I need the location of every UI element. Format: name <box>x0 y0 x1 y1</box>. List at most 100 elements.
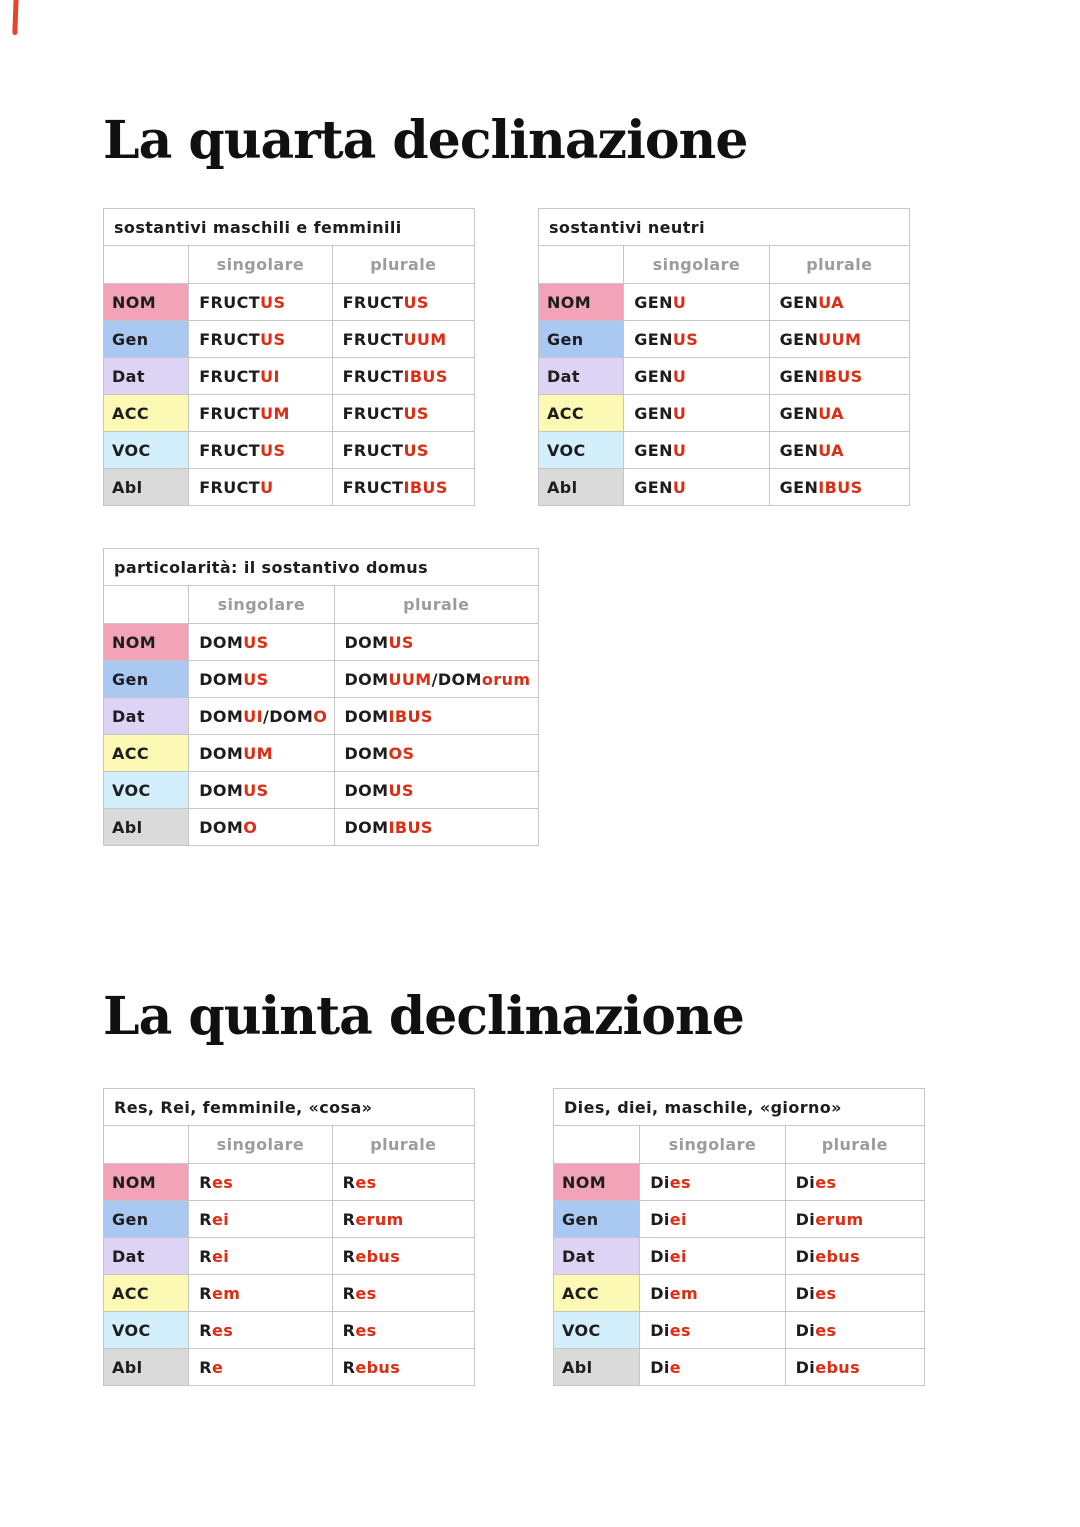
column-header-row: singolare plurale <box>102 1125 476 1164</box>
stem-text: Di <box>650 1246 670 1266</box>
table-sostantivi-maschili-femminili: sostantivi maschili e femminili singolare… <box>102 208 476 506</box>
ending-text: erum <box>355 1209 404 1229</box>
ending-text: O <box>313 706 328 726</box>
plural-cell: DOMUS <box>333 771 539 809</box>
ending-text: UI <box>260 366 280 386</box>
stem-text: Di <box>795 1283 816 1303</box>
table-row: Gen Rei Rerum <box>102 1200 476 1238</box>
stem-text: DOM <box>437 669 482 689</box>
ending-text: es <box>815 1283 837 1303</box>
singular-cell: DOMUM <box>188 734 335 772</box>
column-header-singolare: singolare <box>188 245 333 284</box>
ending-text: ei <box>211 1209 230 1229</box>
plural-cell: FRUCTUUM <box>331 320 476 358</box>
ending-text: erum <box>815 1209 864 1229</box>
case-label-nom: NOM <box>552 1163 641 1201</box>
ending-text: U <box>672 292 687 312</box>
case-label-gen: Gen <box>552 1200 641 1238</box>
singular-cell: Diei <box>639 1200 786 1238</box>
case-label-voc: VOC <box>102 431 190 469</box>
case-label-gen: Gen <box>537 320 625 358</box>
stem-text: Di <box>650 1357 670 1377</box>
table-title: Res, Rei, femminile, «cosa» <box>103 1088 475 1126</box>
ending-text: US <box>403 292 429 312</box>
plural-cell: Res <box>331 1163 476 1201</box>
stem-text: GEN <box>634 292 673 312</box>
case-label-dat: Dat <box>102 697 190 735</box>
singular-cell: GENU <box>623 357 770 395</box>
table-row: ACC DOMUM DOMOS <box>102 734 539 772</box>
singular-cell: GENU <box>623 431 770 469</box>
stem-text: FRUCT <box>199 403 261 423</box>
singular-cell: FRUCTUS <box>188 431 333 469</box>
ending-text: U <box>672 440 687 460</box>
corner-cell <box>102 1125 190 1164</box>
corner-cell <box>537 245 625 284</box>
plural-cell: FRUCTIBUS <box>331 357 476 395</box>
red-pen-mark <box>12 0 19 36</box>
singular-cell: GENUS <box>623 320 770 358</box>
ending-text: es <box>355 1320 377 1340</box>
stem-text: DOM <box>344 780 389 800</box>
table-row: VOC Res Res <box>102 1311 476 1349</box>
table-row: NOM Res Res <box>102 1163 476 1201</box>
table-row: NOM DOMUS DOMUS <box>102 623 539 661</box>
singular-cell: DOMUS <box>188 623 335 661</box>
singular-cell: GENU <box>623 468 770 506</box>
ending-text: OS <box>388 743 415 763</box>
ending-text: US <box>260 440 286 460</box>
singular-cell: DOMUI/DOMO <box>188 697 335 735</box>
table-sostantivi-neutri: sostantivi neutri singolare plurale NOM GENU… <box>537 208 911 506</box>
singular-cell: FRUCTUS <box>188 320 333 358</box>
section-title-quinta-declinazione: La quinta declinazione <box>103 986 745 1047</box>
case-label-abl: Abl <box>552 1348 641 1386</box>
stem-text: DOM <box>344 817 389 837</box>
stem-text: FRUCT <box>199 477 261 497</box>
table-row: Dat FRUCTUI FRUCTIBUS <box>102 357 476 395</box>
ending-text: es <box>355 1172 377 1192</box>
column-header-singolare: singolare <box>188 585 335 624</box>
ending-text: UUM <box>388 669 432 689</box>
case-label-dat: Dat <box>537 357 625 395</box>
table-row: ACC Rem Res <box>102 1274 476 1312</box>
table-row: Gen FRUCTUS FRUCTUUM <box>102 320 476 358</box>
table-title-row: sostantivi neutri <box>538 208 910 246</box>
case-label-gen: Gen <box>102 1200 190 1238</box>
singular-cell: Rem <box>188 1274 333 1312</box>
stem-text: FRUCT <box>199 440 261 460</box>
ending-text: es <box>211 1172 234 1192</box>
ending-text: es <box>355 1283 377 1303</box>
stem-text: Di <box>650 1209 670 1229</box>
ending-text: es <box>211 1320 234 1340</box>
stem-text: FRUCT <box>342 440 404 460</box>
plural-cell: Res <box>331 1274 476 1312</box>
table-row: VOC Dies Dies <box>552 1311 926 1349</box>
singular-cell: DOMO <box>188 808 335 846</box>
ending-text: IBUS <box>818 366 863 386</box>
column-header-singolare: singolare <box>188 1125 333 1164</box>
table-row: Dat Diei Diebus <box>552 1237 926 1275</box>
ending-text: ebus <box>815 1357 861 1377</box>
stem-text: DOM <box>199 780 244 800</box>
table-title: sostantivi maschili e femminili <box>103 208 475 246</box>
plural-cell: GENUA <box>768 431 911 469</box>
ending-text: US <box>672 329 699 349</box>
column-header-plurale: plurale <box>768 245 911 284</box>
stem-text: R <box>199 1283 212 1303</box>
singular-cell: Diem <box>639 1274 786 1312</box>
case-label-acc: ACC <box>102 394 190 432</box>
stem-text: GEN <box>634 477 673 497</box>
table-row: ACC Diem Dies <box>552 1274 926 1312</box>
stem-text: FRUCT <box>342 292 404 312</box>
stem-text: DOM <box>199 706 244 726</box>
corner-cell <box>102 245 190 284</box>
stem-text: DOM <box>199 817 244 837</box>
case-label-abl: Abl <box>102 1348 190 1386</box>
singular-cell: GENU <box>623 394 770 432</box>
stem-text: GEN <box>634 366 673 386</box>
plural-cell: FRUCTUS <box>331 394 476 432</box>
stem-text: GEN <box>634 329 673 349</box>
stem-text: FRUCT <box>199 366 261 386</box>
stem-text: Di <box>795 1209 816 1229</box>
case-label-acc: ACC <box>552 1274 641 1312</box>
